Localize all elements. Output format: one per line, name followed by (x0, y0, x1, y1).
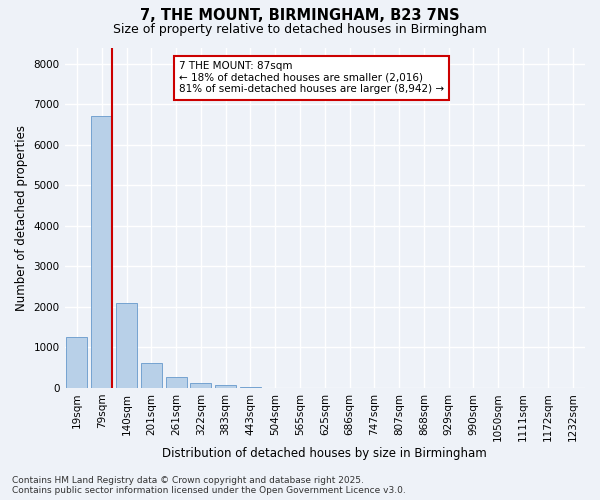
Bar (67, 337, 88, 388)
Text: 7, THE MOUNT, BIRMINGHAM, B23 7NS: 7, THE MOUNT, BIRMINGHAM, B23 7NS (140, 8, 460, 22)
Bar (116, 302, 137, 388)
Text: Contains HM Land Registry data © Crown copyright and database right 2025.
Contai: Contains HM Land Registry data © Crown c… (12, 476, 406, 495)
Text: 7 THE MOUNT: 87sqm
← 18% of detached houses are smaller (2,016)
81% of semi-deta: 7 THE MOUNT: 87sqm ← 18% of detached hou… (179, 61, 444, 94)
Text: Size of property relative to detached houses in Birmingham: Size of property relative to detached ho… (113, 22, 487, 36)
Bar (141, 362, 162, 388)
X-axis label: Distribution of detached houses by size in Birmingham: Distribution of detached houses by size … (163, 447, 487, 460)
Bar (91, 116, 112, 388)
Bar (190, 383, 211, 388)
Y-axis label: Number of detached properties: Number of detached properties (15, 124, 28, 310)
Bar (215, 386, 236, 388)
Bar (166, 377, 187, 388)
